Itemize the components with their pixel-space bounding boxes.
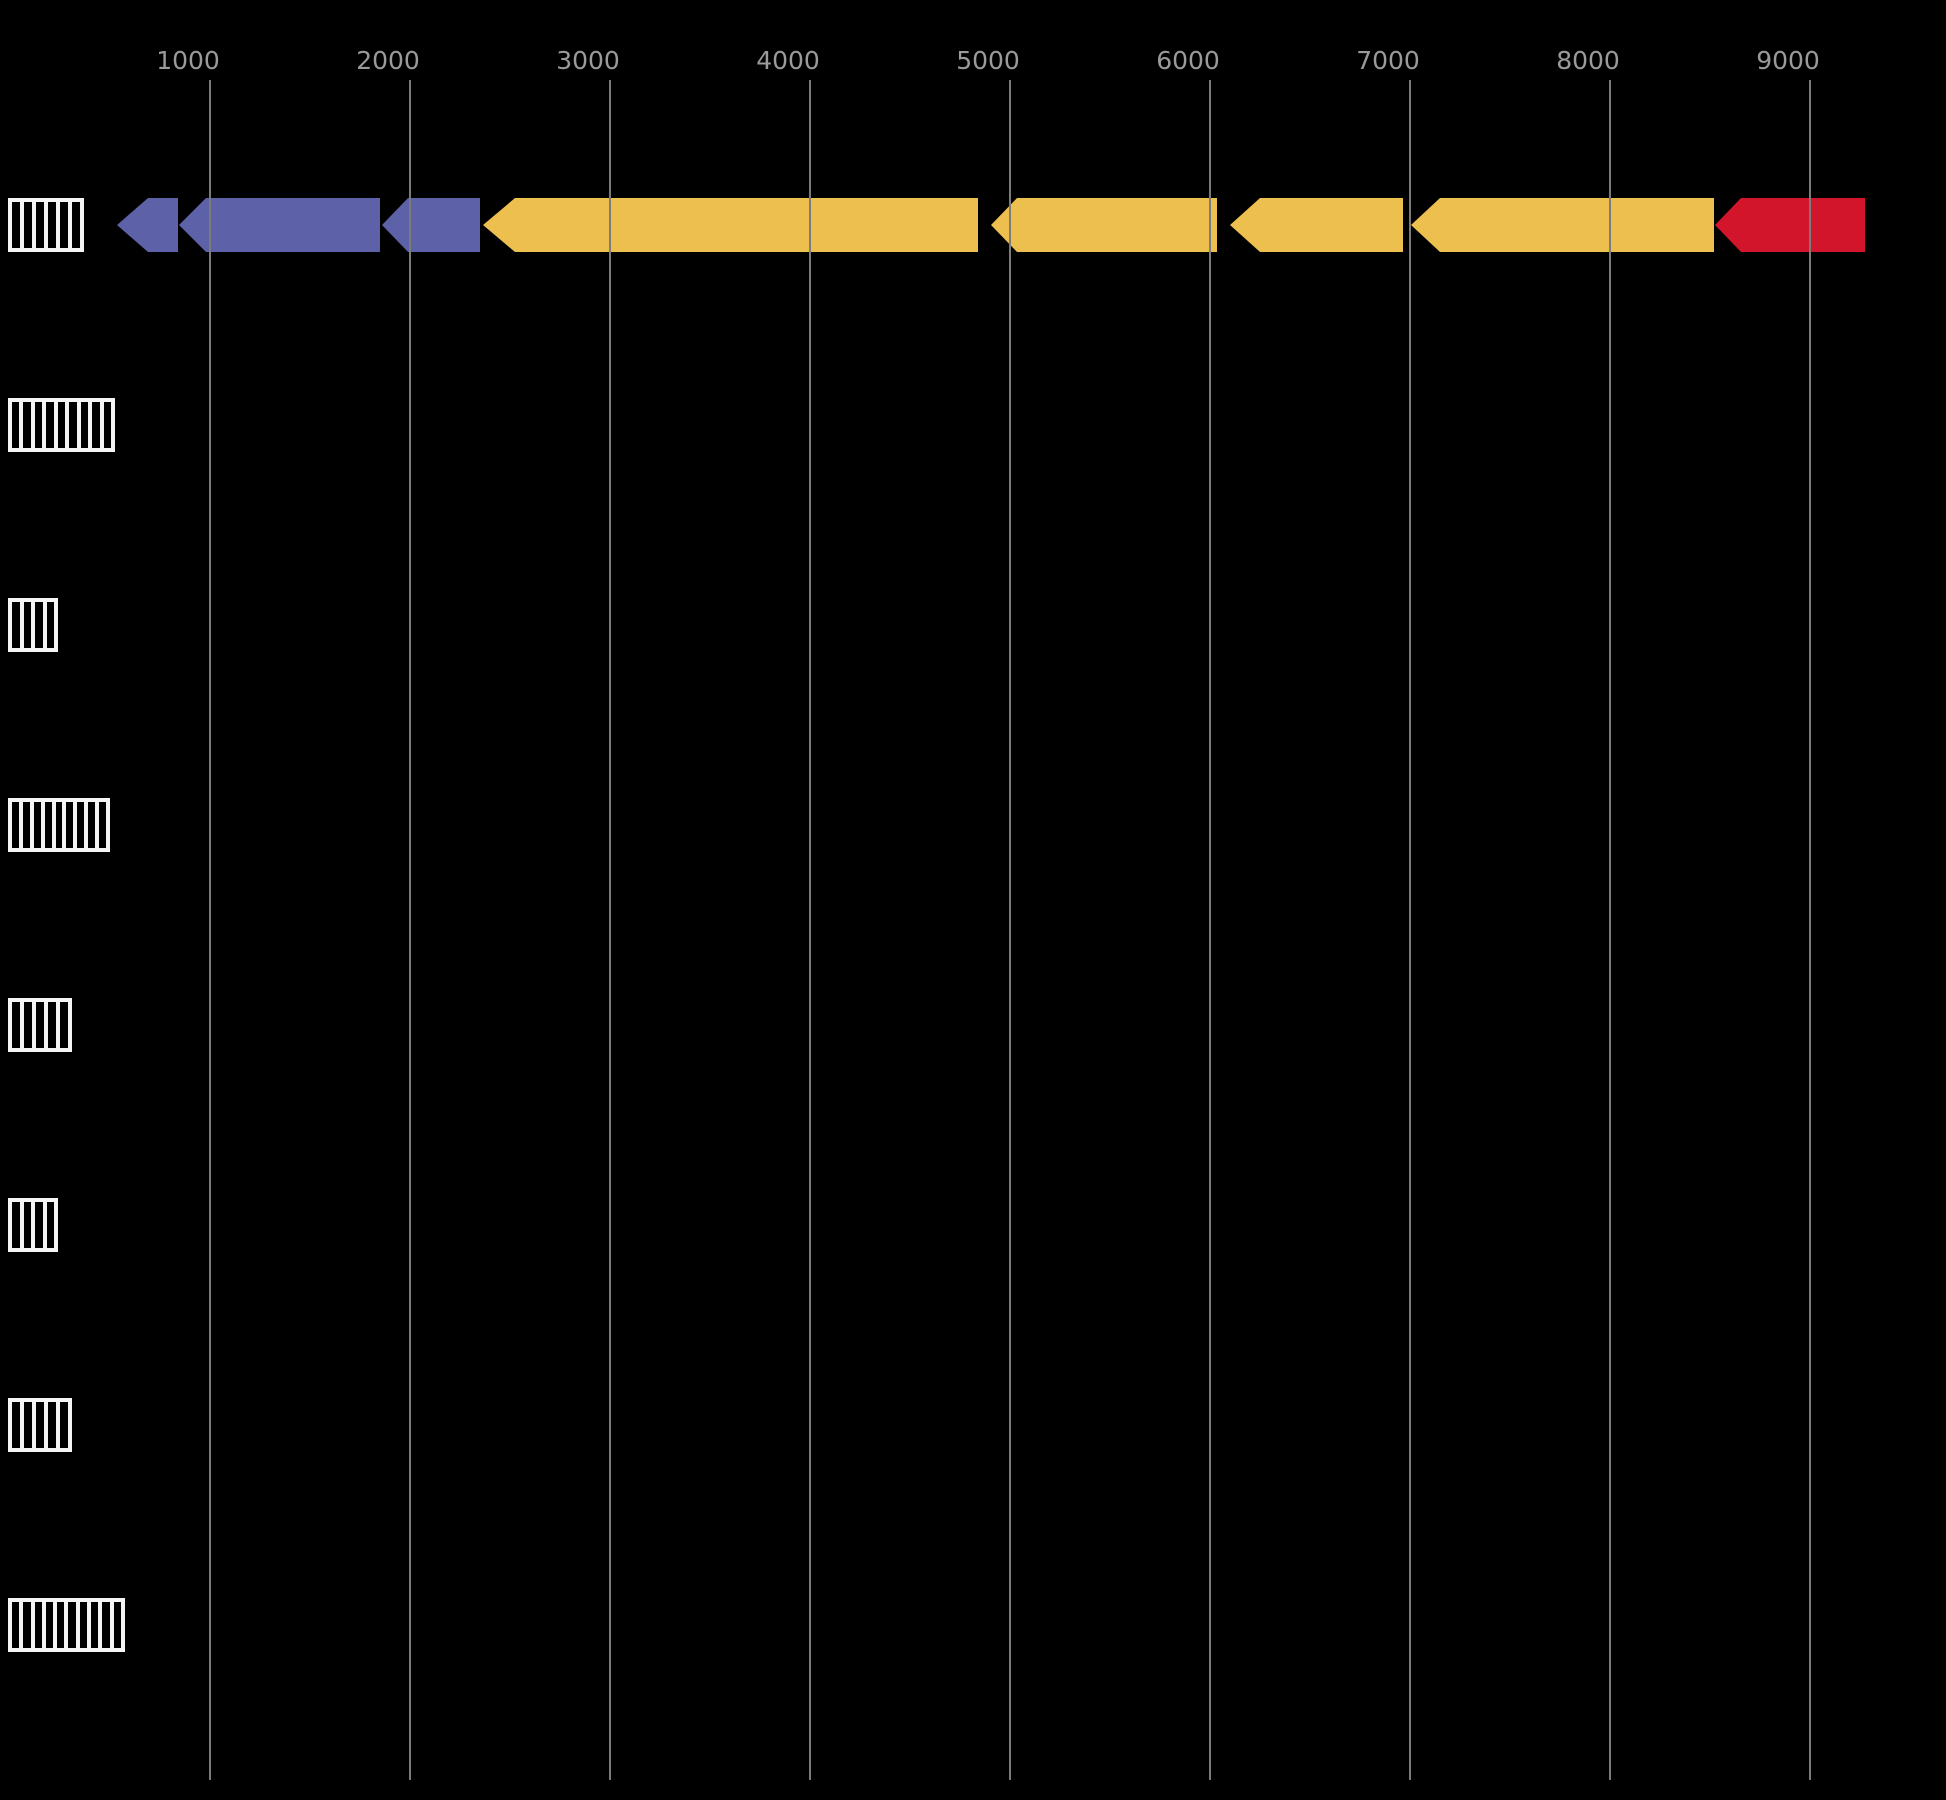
x-gridline xyxy=(409,80,411,1780)
row-label-glyph-cell xyxy=(46,602,54,648)
x-gridline xyxy=(1609,80,1611,1780)
row-label-glyph-cell xyxy=(46,402,58,448)
row-label-glyph-cell xyxy=(103,402,111,448)
row-label-glyph-cell xyxy=(12,202,24,248)
row-label-glyph-cell xyxy=(24,202,36,248)
row-label-glyph-cell xyxy=(80,402,93,448)
row-label-glyph-cell xyxy=(12,402,24,448)
row-label-glyph-cell xyxy=(22,802,34,848)
x-gridline xyxy=(1809,80,1811,1780)
gene-arrow xyxy=(1411,198,1714,252)
row-label-glyph-cell xyxy=(69,402,81,448)
x-gridline xyxy=(809,80,811,1780)
x-tick-label: 5000 xyxy=(956,46,1020,75)
gene-arrow xyxy=(117,198,178,252)
row-label-glyph-cell xyxy=(92,402,104,448)
row-label-barcode xyxy=(8,1398,72,1452)
gene-arrow xyxy=(382,198,480,252)
x-tick-label: 1000 xyxy=(156,46,220,75)
row-label-glyph-cell xyxy=(60,202,72,248)
row-label-glyph-cell xyxy=(44,802,56,848)
row-label-glyph-cell xyxy=(72,202,80,248)
row-label-glyph-cell xyxy=(113,1602,121,1648)
row-label-glyph-cell xyxy=(23,1202,35,1248)
row-label-glyph-cell xyxy=(34,1602,46,1648)
row-label-glyph-cell xyxy=(46,1202,54,1248)
x-tick-label: 8000 xyxy=(1556,46,1620,75)
x-tick-label: 2000 xyxy=(356,46,420,75)
row-label-barcode xyxy=(8,798,110,852)
row-label-barcode xyxy=(8,998,72,1052)
row-label-glyph-cell xyxy=(99,802,107,848)
row-label-barcode xyxy=(8,1198,58,1252)
row-label-glyph-cell xyxy=(35,602,47,648)
row-label-barcode xyxy=(8,398,115,452)
row-label-glyph-cell xyxy=(12,1002,24,1048)
x-tick-label: 9000 xyxy=(1756,46,1820,75)
row-label-glyph-cell xyxy=(24,1402,36,1448)
row-label-glyph-cell xyxy=(55,802,67,848)
row-label-glyph-cell xyxy=(60,1002,68,1048)
row-label-glyph-cell xyxy=(36,202,48,248)
row-label-glyph-cell xyxy=(12,802,23,848)
row-label-glyph-cell xyxy=(45,1602,58,1648)
row-label-glyph-cell xyxy=(48,1002,60,1048)
row-label-glyph-cell xyxy=(24,1002,36,1048)
row-label-glyph-cell xyxy=(60,1402,68,1448)
row-label-glyph-cell xyxy=(12,1402,24,1448)
gene-arrow xyxy=(483,198,978,252)
row-label-glyph-cell xyxy=(36,1002,48,1048)
x-tick-label: 7000 xyxy=(1356,46,1420,75)
x-tick-label: 4000 xyxy=(756,46,820,75)
row-label-barcode xyxy=(8,1598,125,1652)
row-label-glyph-cell xyxy=(102,1602,114,1648)
gene-arrow xyxy=(1715,198,1865,252)
row-label-glyph-cell xyxy=(12,602,24,648)
x-gridline xyxy=(209,80,211,1780)
row-label-glyph-cell xyxy=(35,1202,47,1248)
x-tick-label: 6000 xyxy=(1156,46,1220,75)
row-label-glyph-cell xyxy=(57,402,70,448)
gene-arrow xyxy=(1230,198,1403,252)
x-gridline xyxy=(1009,80,1011,1780)
row-label-glyph-cell xyxy=(23,1602,35,1648)
row-label-barcode xyxy=(8,198,84,252)
x-gridline xyxy=(1409,80,1411,1780)
row-label-glyph-cell xyxy=(68,1602,80,1648)
row-label-glyph-cell xyxy=(66,802,78,848)
row-label-glyph-cell xyxy=(12,1602,24,1648)
row-label-glyph-cell xyxy=(48,1402,60,1448)
row-label-glyph-cell xyxy=(34,402,47,448)
x-tick-label: 3000 xyxy=(556,46,620,75)
row-label-barcode xyxy=(8,598,58,652)
row-label-glyph-cell xyxy=(23,602,35,648)
row-label-glyph-cell xyxy=(48,202,60,248)
row-label-glyph-cell xyxy=(57,1602,69,1648)
row-label-glyph-cell xyxy=(33,802,45,848)
row-label-glyph-cell xyxy=(91,1602,103,1648)
row-label-glyph-cell xyxy=(12,1202,24,1248)
gene-arrow xyxy=(991,198,1217,252)
row-label-glyph-cell xyxy=(23,402,35,448)
x-gridline xyxy=(609,80,611,1780)
row-label-glyph-cell xyxy=(36,1402,48,1448)
x-gridline xyxy=(1209,80,1211,1780)
gene-arrow xyxy=(179,198,380,252)
row-label-glyph-cell xyxy=(77,802,89,848)
row-label-glyph-cell xyxy=(88,802,100,848)
row-label-glyph-cell xyxy=(79,1602,92,1648)
